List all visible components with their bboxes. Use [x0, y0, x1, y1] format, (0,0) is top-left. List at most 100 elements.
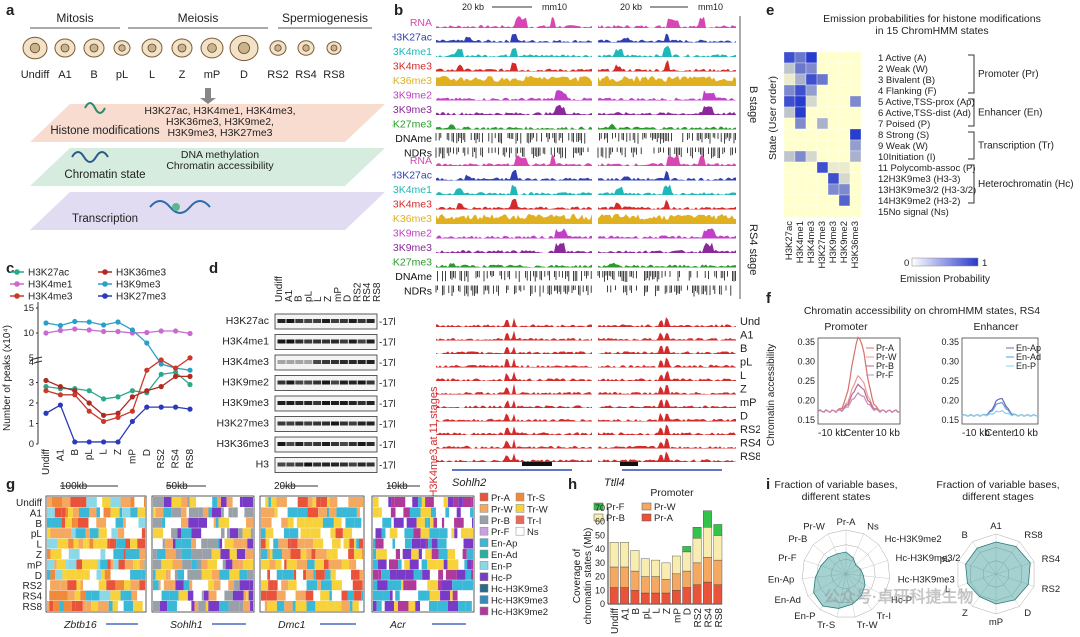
g-seg [153, 559, 162, 570]
h-bar-L-0 [651, 592, 661, 605]
e-cell-7-4 [827, 128, 840, 141]
down-arrow [200, 88, 216, 104]
d-band-H3-8 [348, 462, 357, 467]
g-seg [127, 569, 131, 580]
g-seg [313, 569, 316, 580]
panel-c: c H3K27ac H3K36me3 H3K4me1 H3K9me3 H3K4me3 H3… [0, 258, 205, 476]
g-seg [269, 538, 274, 549]
g-seg [229, 549, 237, 559]
g-seg [243, 538, 248, 549]
g-seg [110, 507, 120, 518]
f-pleg-Pr-A: Pr-A [876, 343, 894, 353]
i-left-spoke-3 [845, 560, 888, 575]
cell-nucleus-B [89, 43, 99, 53]
d-band-H3K9me3-3 [304, 401, 313, 405]
c-point-H3K4me1-5 [115, 328, 121, 335]
g-seg [123, 590, 132, 601]
g-seg [208, 601, 220, 611]
panel-letter-c: c [6, 260, 15, 277]
g-seg [80, 580, 84, 591]
h-bar-Z-1 [661, 579, 671, 594]
f-ytick-left-0.30: 0.30 [797, 357, 815, 367]
stage-label-L: L [149, 69, 155, 81]
g-seg [429, 590, 441, 601]
g-stage-pL: pL [31, 529, 43, 540]
g-seg [224, 528, 227, 539]
g-seg [295, 601, 307, 611]
e-cell-14-6 [849, 205, 862, 218]
g-seg [228, 580, 235, 591]
panel-c-line-chart: H3K27ac H3K36me3 H3K4me1 H3K9me3 H3K4me3 H3K2… [2, 268, 196, 475]
h3k4me3-stage-L: L [740, 370, 746, 382]
f-right-title: Enhancer [974, 321, 1019, 333]
h-ylabel-line-0: Coverage of [572, 549, 583, 604]
e-cell-11-3 [816, 172, 829, 185]
g-seg [381, 601, 385, 611]
g-seg [395, 538, 405, 549]
h-bar-D-0 [682, 587, 692, 605]
g-seg [192, 497, 197, 507]
i-left-label-Tr-S: Tr-S [817, 620, 835, 631]
track-h3k36me3-0-left [436, 75, 592, 86]
g-stage-Z: Z [36, 550, 42, 561]
legend-marker-H3K27me3 [102, 293, 108, 299]
h-xtick-D: D [683, 608, 694, 615]
g-seg [421, 549, 426, 559]
c-point-H3K4me1-9 [173, 328, 179, 334]
g-seg [313, 590, 321, 601]
f-pleg-Pr-F: Pr-F [876, 370, 894, 380]
g-seg [232, 559, 240, 570]
g-seg [71, 517, 76, 528]
g-seg [395, 590, 400, 601]
g-seg [343, 538, 350, 549]
histone-icon [84, 102, 106, 114]
track-h3k4me3-0-left [436, 62, 592, 72]
layer-detail-0-line-1: H3K36me3, H3K9me2, [166, 116, 274, 128]
g-seg [117, 528, 125, 539]
h3k4me3-stage-RS2: RS2 [740, 424, 760, 436]
i-left-label-Ns: Ns [867, 521, 879, 532]
g-seg [317, 538, 324, 549]
e-cell-10-6 [849, 161, 862, 174]
g-seg [220, 497, 227, 507]
g-seg [404, 528, 414, 539]
g-seg [331, 580, 342, 591]
g-seg [201, 569, 212, 580]
c-point-H3K27ac-10 [187, 381, 193, 388]
c-point-H3K9me3-4 [101, 322, 107, 328]
h3k4me3-track-mP-right [598, 399, 736, 408]
g-seg [75, 569, 85, 580]
c-point-H3K27me3-6 [129, 418, 135, 425]
g-seg [142, 601, 145, 611]
panel-b-genome-browser: 20 kb mm10 20 kb mm10 RNA H3K27ac H3K4me1 H3K4m… [392, 2, 760, 498]
c-xtick-mP: mP [127, 449, 138, 464]
g-seg [346, 507, 357, 518]
g-legend-swatch-Hc-H3K9me3/2 [479, 595, 489, 604]
h-ytick-50: 50 [595, 530, 605, 540]
e-cell-3-0 [783, 84, 796, 97]
g-seg [462, 497, 472, 507]
g-seg [101, 569, 105, 580]
g-seg [171, 507, 182, 518]
g-seg [323, 538, 333, 549]
g-seg [71, 528, 76, 539]
g-seg [331, 590, 342, 601]
g-seg [465, 569, 472, 580]
track-label-dname-1: DNAme [395, 271, 432, 283]
g-seg [293, 569, 297, 580]
h-bar-B-2 [630, 550, 640, 572]
c-point-H3K27ac-3 [86, 388, 92, 394]
g-seg [394, 601, 398, 611]
g-seg [416, 580, 428, 591]
h-bar-pL-0 [640, 592, 650, 605]
e-cell-10-2 [805, 161, 818, 174]
g-gene-Acr: Acr [389, 619, 406, 631]
h3k4me3-stage-RS8: RS8 [740, 451, 760, 463]
g-seg [418, 549, 422, 559]
h-xtick-Z: Z [662, 608, 673, 614]
g-seg [435, 507, 446, 518]
i-left-label-En-P: En-P [794, 611, 815, 622]
i-right-title-line-1: different stages [962, 491, 1034, 503]
e-cell-14-0 [783, 205, 796, 218]
e-group-label-1: Enhancer (En) [978, 108, 1042, 119]
